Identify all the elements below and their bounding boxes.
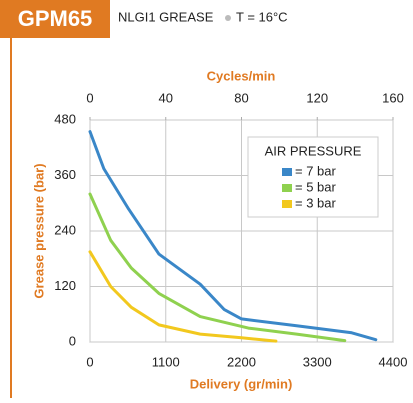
line-series [88,192,347,343]
chart-title: GPM65 [18,6,93,31]
subtitle: NLGI1 GREASE [118,9,214,24]
legend-swatch [282,168,292,176]
y-tick-label: 0 [69,333,76,348]
legend-swatch [282,200,292,208]
line-series [88,130,378,342]
y-tick-label: 480 [54,111,76,126]
x-tick-label: 0 [86,354,93,369]
legend-box [247,136,379,218]
legend-label: = 5 bar [295,179,337,194]
y-tick-label: 240 [54,222,76,237]
line-series [88,250,278,343]
legend-swatch [282,184,292,192]
x2-tick-label: 120 [306,90,328,105]
condition: T = 16°C [236,9,288,24]
y-tick-label: 360 [54,167,76,182]
y-axis-title: Grease pressure (bar) [31,163,46,298]
x2-tick-label: 80 [234,90,248,105]
legend-label: = 3 bar [295,195,337,210]
x-tick-label: 3300 [303,354,332,369]
x2-tick-label: 160 [382,90,404,105]
x-tick-label: 2200 [227,354,256,369]
legend-title: AIR PRESSURE [265,143,362,158]
x2-tick-label: 40 [159,90,173,105]
y-tick-label: 120 [54,278,76,293]
x-tick-label: 4400 [379,354,408,369]
legend-label: = 7 bar [295,163,337,178]
title-box [0,0,110,38]
separator [225,15,231,21]
x2-axis-title: Cycles/min [207,68,276,83]
x2-tick-label: 0 [86,90,93,105]
x-axis-title: Delivery (gr/min) [190,376,293,391]
x-tick-label: 1100 [152,354,180,369]
